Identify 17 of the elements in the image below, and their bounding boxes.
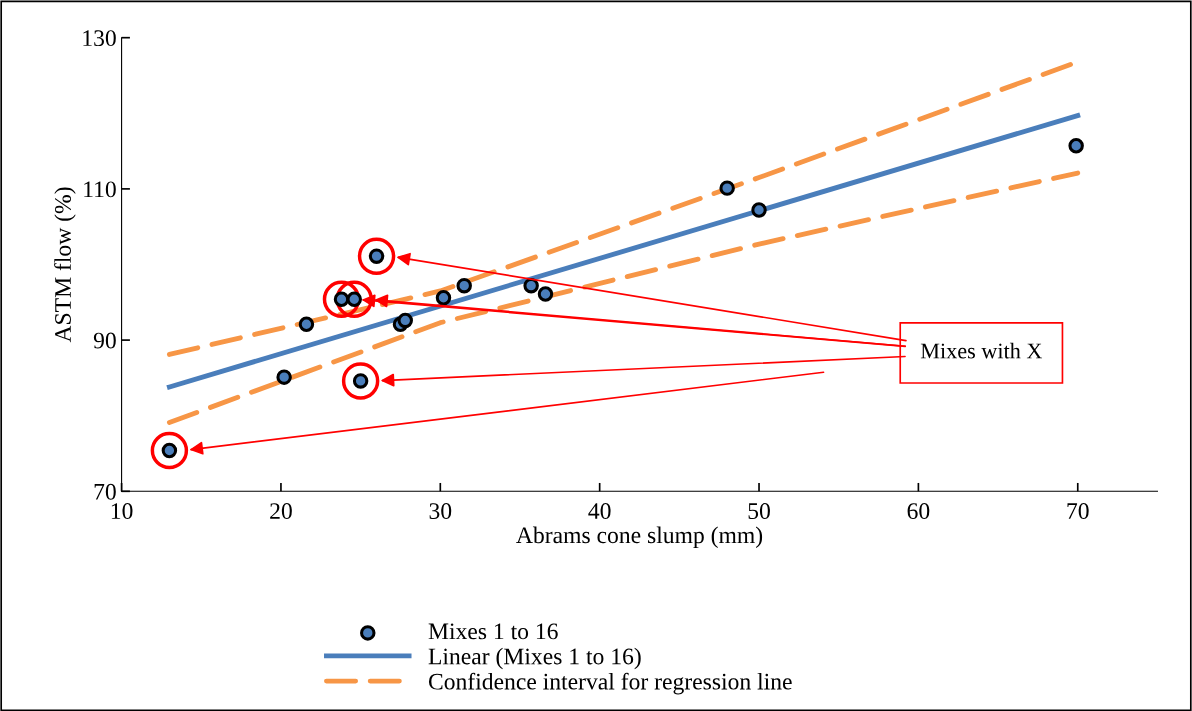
legend-label: Confidence interval for regression line	[428, 672, 792, 695]
x-tick-label: 60	[907, 503, 930, 520]
y-axis-title: ASTM flow (%)	[54, 187, 76, 343]
x-tick-label: 10	[111, 503, 133, 520]
x-tick-label: 30	[429, 503, 452, 520]
x-tick-label: 50	[748, 503, 770, 520]
y-tick-label: 70	[94, 483, 116, 500]
legend-label: Mixes 1 to 16	[428, 623, 558, 640]
x-axis-title: Abrams cone slump (mm)	[516, 526, 763, 549]
legend-label: Linear (Mixes 1 to 16)	[428, 647, 641, 670]
x-tick-label: 40	[588, 503, 611, 520]
x-tick-label: 70	[1067, 503, 1089, 520]
x-tick-label: 20	[270, 503, 292, 520]
y-tick-label: 130	[83, 30, 116, 47]
y-tick-label: 110	[84, 181, 116, 198]
annotation: Mixes with X	[920, 342, 1043, 359]
y-tick-label: 90	[93, 332, 116, 349]
